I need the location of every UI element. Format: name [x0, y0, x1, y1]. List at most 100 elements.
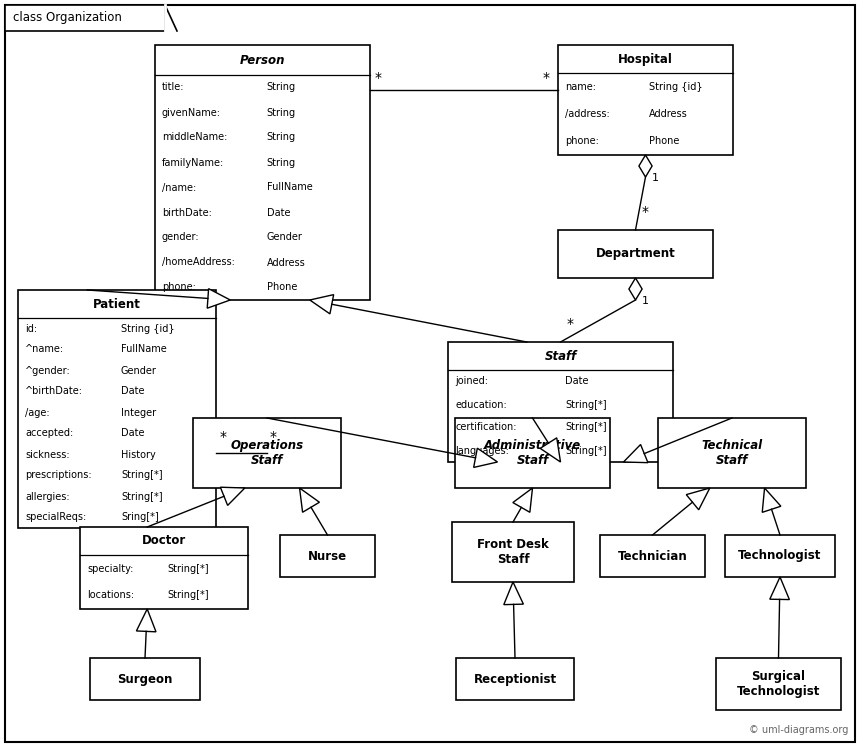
Text: education:: education:	[455, 400, 507, 409]
Polygon shape	[220, 487, 245, 506]
Text: String[*]: String[*]	[565, 445, 606, 456]
Bar	[600, 535, 705, 577]
Text: Staff: Staff	[544, 350, 576, 362]
Text: FullName: FullName	[121, 344, 167, 355]
Text: phone:: phone:	[162, 282, 196, 293]
Text: Person: Person	[240, 54, 286, 66]
Text: ^name:: ^name:	[25, 344, 64, 355]
Text: phone:: phone:	[565, 137, 599, 146]
Text: Front Desk
Staff: Front Desk Staff	[477, 538, 549, 566]
Text: © uml-diagrams.org: © uml-diagrams.org	[748, 725, 848, 735]
Text: Patient: Patient	[93, 297, 141, 311]
Text: Hospital: Hospital	[618, 52, 673, 66]
Text: name:: name:	[565, 81, 596, 92]
Bar	[716, 658, 841, 710]
Text: *: *	[543, 71, 550, 85]
Text: birthDate:: birthDate:	[162, 208, 212, 217]
Text: String[*]: String[*]	[565, 423, 606, 433]
Text: String: String	[267, 82, 296, 93]
Text: Doctor: Doctor	[142, 535, 186, 548]
Text: String: String	[267, 158, 296, 167]
Text: *: *	[220, 430, 227, 444]
Bar	[658, 418, 806, 488]
Text: History: History	[121, 450, 156, 459]
Text: String[*]: String[*]	[121, 492, 163, 501]
Text: Date: Date	[267, 208, 291, 217]
Text: Technician: Technician	[617, 550, 687, 562]
Bar	[452, 522, 574, 582]
Text: String[*]: String[*]	[168, 590, 209, 601]
Text: Department: Department	[596, 247, 675, 261]
Polygon shape	[207, 288, 230, 309]
Bar	[558, 45, 733, 155]
Text: String {id}: String {id}	[121, 323, 175, 333]
Text: /age:: /age:	[25, 408, 50, 418]
Bar	[5, 5, 165, 31]
Text: String {id}: String {id}	[649, 81, 703, 92]
Text: allergies:: allergies:	[25, 492, 70, 501]
Text: Sring[*]: Sring[*]	[121, 512, 159, 522]
Polygon shape	[137, 609, 156, 632]
Text: specialty:: specialty:	[87, 563, 133, 574]
Bar	[455, 418, 610, 488]
Polygon shape	[629, 278, 642, 300]
Polygon shape	[624, 444, 648, 462]
Text: String[*]: String[*]	[565, 400, 606, 409]
Text: String: String	[267, 132, 296, 143]
Text: *: *	[567, 317, 574, 331]
Text: Address: Address	[267, 258, 305, 267]
Bar	[725, 535, 835, 577]
Polygon shape	[540, 438, 561, 462]
Bar	[193, 418, 341, 488]
Text: middleName:: middleName:	[162, 132, 227, 143]
Bar	[456, 658, 574, 700]
Text: Technologist: Technologist	[739, 550, 821, 562]
Polygon shape	[762, 488, 781, 512]
Text: prescriptions:: prescriptions:	[25, 471, 92, 480]
Text: /homeAddress:: /homeAddress:	[162, 258, 235, 267]
Text: ^gender:: ^gender:	[25, 365, 71, 376]
Text: *: *	[375, 71, 382, 85]
Text: title:: title:	[162, 82, 185, 93]
Polygon shape	[310, 294, 334, 314]
Text: Technical
Staff: Technical Staff	[702, 439, 763, 467]
Text: Integer: Integer	[121, 408, 156, 418]
Text: ^birthDate:: ^birthDate:	[25, 386, 83, 397]
Text: locations:: locations:	[87, 590, 134, 601]
Bar	[90, 658, 200, 700]
Text: String[*]: String[*]	[121, 471, 163, 480]
Polygon shape	[474, 448, 497, 468]
Text: *: *	[642, 205, 648, 219]
Text: joined:: joined:	[455, 376, 488, 386]
Text: Gender: Gender	[121, 365, 157, 376]
Text: class Organization: class Organization	[13, 11, 122, 25]
Polygon shape	[770, 577, 789, 600]
Bar	[80, 527, 248, 609]
Bar	[280, 535, 375, 577]
Text: familyName:: familyName:	[162, 158, 224, 167]
Text: Administrative
Staff: Administrative Staff	[484, 439, 581, 467]
Text: String: String	[267, 108, 296, 117]
Text: Date: Date	[565, 376, 588, 386]
Text: givenName:: givenName:	[162, 108, 221, 117]
Polygon shape	[299, 488, 319, 512]
Text: Gender: Gender	[267, 232, 303, 243]
Text: Date: Date	[121, 429, 144, 438]
Text: sickness:: sickness:	[25, 450, 70, 459]
Text: Surgical
Technologist: Surgical Technologist	[737, 670, 820, 698]
Bar	[18, 290, 216, 528]
Text: /name:: /name:	[162, 182, 196, 193]
Text: *: *	[270, 430, 277, 444]
Text: Nurse: Nurse	[308, 550, 347, 562]
Text: Receptionist: Receptionist	[474, 672, 556, 686]
Text: Address: Address	[649, 109, 688, 119]
Bar	[155, 45, 370, 300]
Text: Phone: Phone	[267, 282, 298, 293]
Text: String[*]: String[*]	[168, 563, 209, 574]
Text: gender:: gender:	[162, 232, 200, 243]
Text: languages:: languages:	[455, 445, 509, 456]
Bar	[448, 342, 673, 462]
Text: certification:: certification:	[455, 423, 517, 433]
Bar	[558, 230, 713, 278]
Text: Surgeon: Surgeon	[117, 672, 173, 686]
